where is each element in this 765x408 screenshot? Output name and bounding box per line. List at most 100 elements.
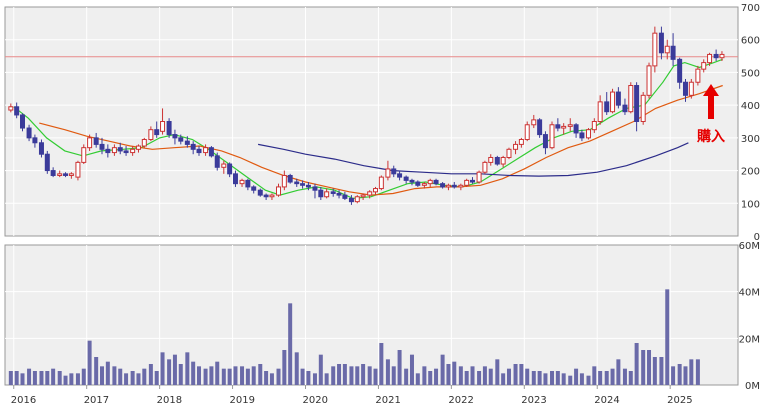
volume-bar [671,366,676,385]
candle-body [458,184,464,188]
volume-bar [142,368,147,385]
volume-bar [51,368,56,385]
volume-bar [415,373,420,385]
volume-panel: 0M 20M 40M 60M [4,241,760,392]
volume-bar [501,373,506,385]
volume-bar [634,343,639,385]
volume-bar [373,368,378,385]
ma-mid-line [39,84,723,196]
candle-body [50,170,56,176]
volume-bar [136,373,141,385]
volume-bar [172,354,177,385]
candle-body [123,150,129,154]
volume-bar [409,354,414,385]
candle-body [415,181,421,186]
volume-bar [628,371,633,385]
candle-body [130,148,136,154]
volume-bar [324,373,329,385]
candle-body [591,121,597,131]
price-tick-label: 600 [741,36,760,47]
candle-body [524,124,530,140]
volume-bar [300,368,305,385]
volume-bar [519,364,524,385]
volume-bar [45,371,50,385]
volume-bar [610,368,615,385]
candle-body [32,137,38,144]
candle-body [360,194,366,198]
candle-body [172,134,178,139]
candle-body [87,137,93,149]
volume-tick-label: 60M [739,241,760,252]
volume-bar [124,373,129,385]
volume-bar [513,364,518,385]
candle-body [549,124,555,149]
candle-body [318,189,324,198]
candle-body [500,156,506,165]
candle-body [148,129,154,140]
volume-bar [574,368,579,385]
volume-bar [282,350,287,385]
candle-body [701,62,707,70]
candle-body [585,129,591,139]
candle-body [184,140,190,145]
volume-bar [488,368,493,385]
candle-body [634,85,640,122]
volume-bar [622,368,627,385]
volume-grid [5,245,738,385]
candle-body [482,161,488,173]
volume-bar [440,354,445,385]
candle-body [440,183,446,188]
candle-body [263,194,269,198]
volume-bar [130,371,135,385]
price-tick-label: 100 [741,199,760,210]
candle-body [555,124,561,129]
x-tick-label: 2016 [11,395,36,406]
volume-bars [8,289,700,385]
price-panel: 0 100 200 300 400 500 600 700 [4,3,760,243]
volume-bar [477,371,482,385]
volume-bar [251,366,256,385]
candle-body [257,189,263,196]
candle-body [166,121,172,136]
candle-body [276,186,282,196]
volume-bar [506,368,511,385]
volume-bar [27,368,32,385]
candle-body [324,191,330,198]
volume-tick-label: 40M [739,288,760,299]
volume-bar [75,373,80,385]
volume-bar [379,343,384,385]
candle-body [203,147,209,154]
price-tick-label: 300 [741,134,760,145]
candle-body [160,121,166,132]
volume-bar [148,364,153,385]
volume-bar [482,366,487,385]
volume-bar [641,350,646,385]
x-tick-label: 2018 [157,395,182,406]
candle-body [14,106,20,116]
candle-body [513,143,519,150]
candle-body [470,179,476,183]
volume-bar [39,371,44,385]
volume-bar [160,352,165,385]
volume-bar [452,361,457,385]
price-grid [5,7,738,236]
volume-bar [105,361,110,385]
candle-body [330,191,336,194]
volume-bar [550,371,555,385]
candle-body [63,173,69,176]
volume-bar [568,375,573,385]
candle-body [537,119,543,136]
x-tick-label: 2022 [448,395,473,406]
volume-bar [276,368,281,385]
volume-bar [464,371,469,385]
volume-bar [531,371,536,385]
price-tick-label: 0 [754,232,760,243]
volume-bar [342,364,347,385]
price-y-axis: 0 100 200 300 400 500 600 700 [741,3,760,243]
volume-bar [306,371,311,385]
candle-body [409,179,415,183]
volume-bar [592,366,597,385]
candle-body [281,174,287,188]
volume-bar [689,359,694,385]
